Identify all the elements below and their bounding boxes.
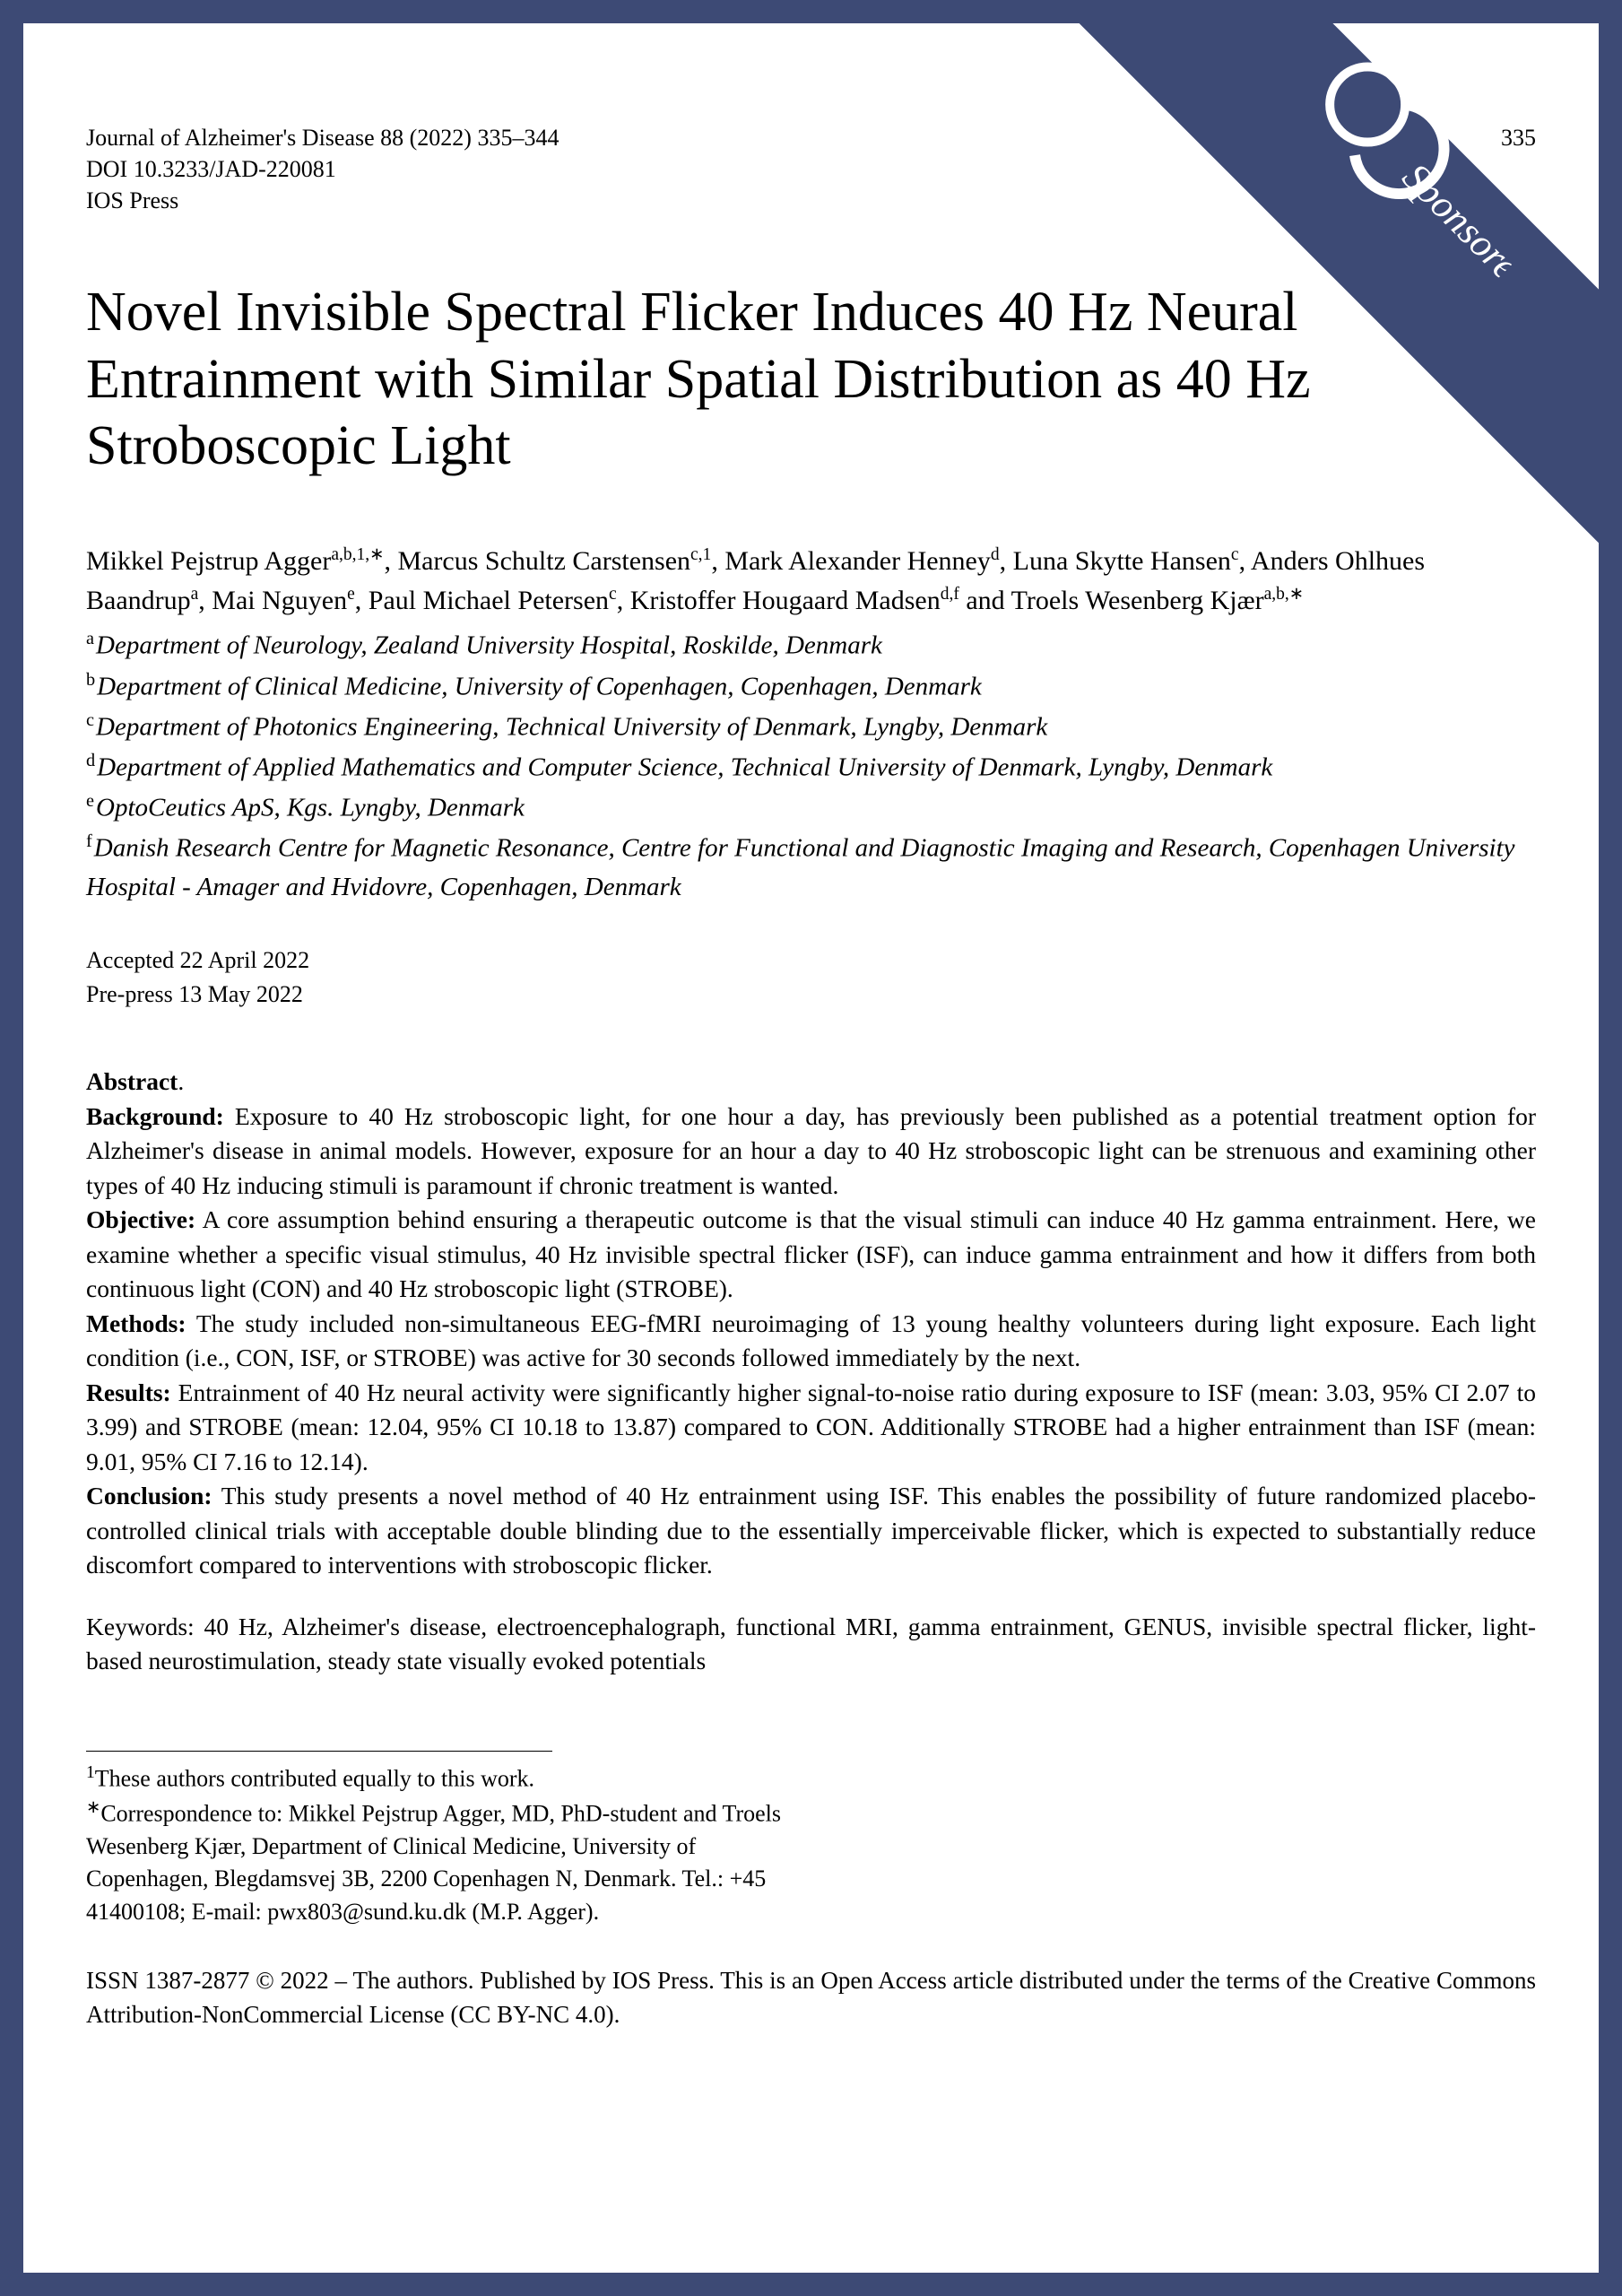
prepress-date: Pre-press 13 May 2022 — [86, 978, 1536, 1012]
affiliation-item: aDepartment of Neurology, Zealand Univer… — [86, 625, 1536, 665]
footnote-rule — [86, 1751, 552, 1752]
affiliation-item: cDepartment of Photonics Engineering, Te… — [86, 707, 1536, 747]
abstract-block: Abstract. Background: Exposure to 40 Hz … — [86, 1065, 1536, 1583]
abstract-section: Background: Exposure to 40 Hz stroboscop… — [86, 1100, 1536, 1204]
affiliation-item: fDanish Research Centre for Magnetic Res… — [86, 828, 1536, 908]
keywords-line: Keywords: 40 Hz, Alzheimer's disease, el… — [86, 1610, 1536, 1679]
equal-text: These authors contributed equally to thi… — [95, 1765, 534, 1791]
corr-mark: ∗ — [86, 1798, 100, 1817]
abstract-section: Results: Entrainment of 40 Hz neural act… — [86, 1376, 1536, 1480]
doi-line: DOI 10.3233/JAD-220081 — [86, 153, 559, 185]
affiliation-item: bDepartment of Clinical Medicine, Univer… — [86, 666, 1536, 707]
journal-citation: Journal of Alzheimer's Disease 88 (2022)… — [86, 122, 559, 153]
publication-dates: Accepted 22 April 2022 Pre-press 13 May … — [86, 944, 1536, 1011]
accepted-date: Accepted 22 April 2022 — [86, 944, 1536, 978]
corr-text: Correspondence to: Mikkel Pejstrup Agger… — [86, 1800, 781, 1924]
affiliation-item: dDepartment of Applied Mathematics and C… — [86, 747, 1536, 787]
footnotes-block: 1These authors contributed equally to th… — [86, 1761, 821, 1928]
sponsored-ribbon: Sponsored — [994, 0, 1622, 628]
abstract-section: Methods: The study included non-simultan… — [86, 1307, 1536, 1376]
equal-contribution-note: 1These authors contributed equally to th… — [86, 1761, 821, 1796]
affiliation-item: eOptoCeutics ApS, Kgs. Lyngby, Denmark — [86, 787, 1536, 828]
abstract-section: Conclusion: This study presents a novel … — [86, 1479, 1536, 1583]
header-left: Journal of Alzheimer's Disease 88 (2022)… — [86, 122, 559, 216]
abstract-section: Objective: A core assumption behind ensu… — [86, 1203, 1536, 1307]
affiliation-list: aDepartment of Neurology, Zealand Univer… — [86, 625, 1536, 907]
license-line: ISSN 1387-2877 © 2022 – The authors. Pub… — [86, 1964, 1536, 2032]
equal-mark: 1 — [86, 1763, 95, 1782]
abstract-sections: Background: Exposure to 40 Hz stroboscop… — [86, 1100, 1536, 1583]
publisher-line: IOS Press — [86, 185, 559, 216]
abstract-heading: Abstract — [86, 1067, 178, 1095]
correspondence-note: ∗Correspondence to: Mikkel Pejstrup Agge… — [86, 1796, 821, 1928]
